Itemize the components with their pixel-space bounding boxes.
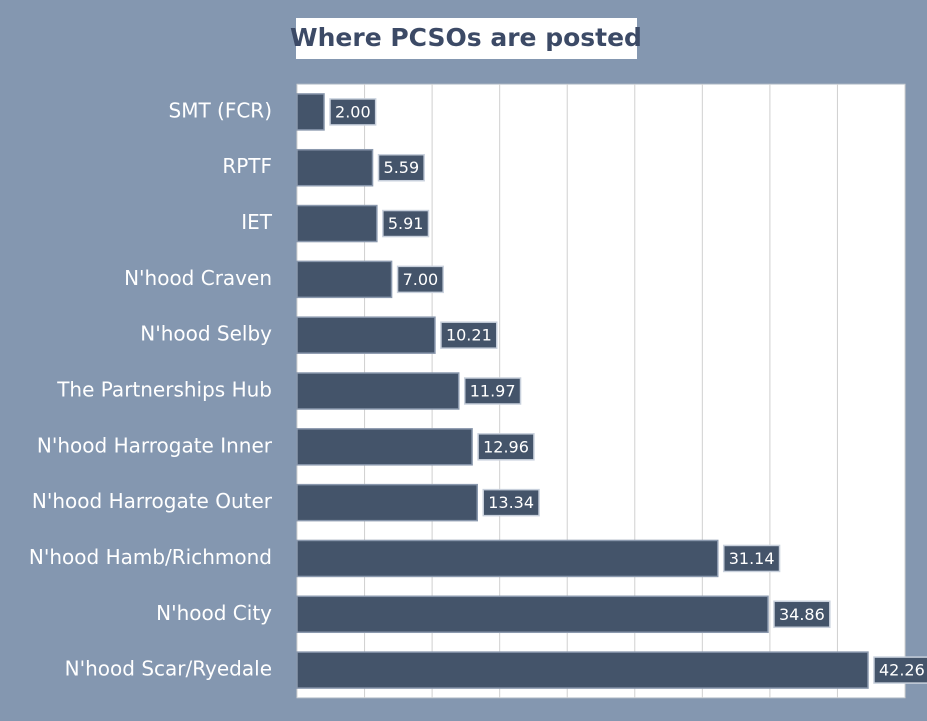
y-tick-label: N'hood Craven (124, 266, 272, 290)
data-label-box (482, 488, 540, 517)
data-label: 10.21 (446, 326, 492, 345)
data-label: 31.14 (729, 549, 775, 568)
y-tick-label: The Partnerships Hub (56, 378, 272, 402)
data-label: 5.91 (388, 214, 424, 233)
bar (296, 372, 460, 410)
data-label-box (329, 98, 377, 126)
title-box (296, 18, 637, 59)
bar (296, 204, 378, 243)
data-label: 7.00 (403, 270, 439, 289)
bar (296, 260, 393, 299)
y-tick-label: N'hood Harrogate Inner (37, 433, 273, 457)
y-tick-label: N'hood Selby (140, 322, 272, 346)
data-label-box (396, 265, 444, 294)
bar (296, 316, 436, 354)
y-tick-label: RPTF (222, 154, 272, 178)
data-label-box (440, 321, 498, 349)
data-label-box (873, 656, 927, 684)
data-label: 12.96 (483, 437, 529, 456)
data-label: 5.59 (384, 158, 420, 177)
data-label: 11.97 (470, 382, 516, 401)
y-tick-label: SMT (FCR) (169, 98, 273, 122)
bar (296, 483, 478, 522)
data-label: 2.00 (335, 102, 371, 121)
data-label-box (773, 600, 831, 629)
data-label-box (377, 153, 425, 182)
data-label-box (722, 544, 781, 573)
y-tick-label: N'hood City (156, 601, 272, 625)
bar (296, 148, 374, 187)
data-label: 42.26 (879, 661, 925, 680)
data-label: 13.34 (488, 493, 534, 512)
chart-title: Where PCSOs are posted (290, 23, 642, 52)
y-tick-label: N'hood Hamb/Richmond (29, 545, 272, 569)
bar (296, 428, 473, 466)
y-tick-label: N'hood Scar/Ryedale (65, 657, 272, 681)
bar (296, 595, 769, 634)
data-label-box (463, 377, 522, 405)
data-label-box (382, 209, 430, 238)
bar (296, 93, 325, 131)
bar (296, 651, 869, 689)
y-tick-label: IET (241, 210, 273, 234)
y-tick-label: N'hood Harrogate Outer (32, 489, 273, 513)
bar (296, 539, 719, 578)
data-label: 34.86 (779, 605, 825, 624)
data-label-box (477, 433, 535, 461)
